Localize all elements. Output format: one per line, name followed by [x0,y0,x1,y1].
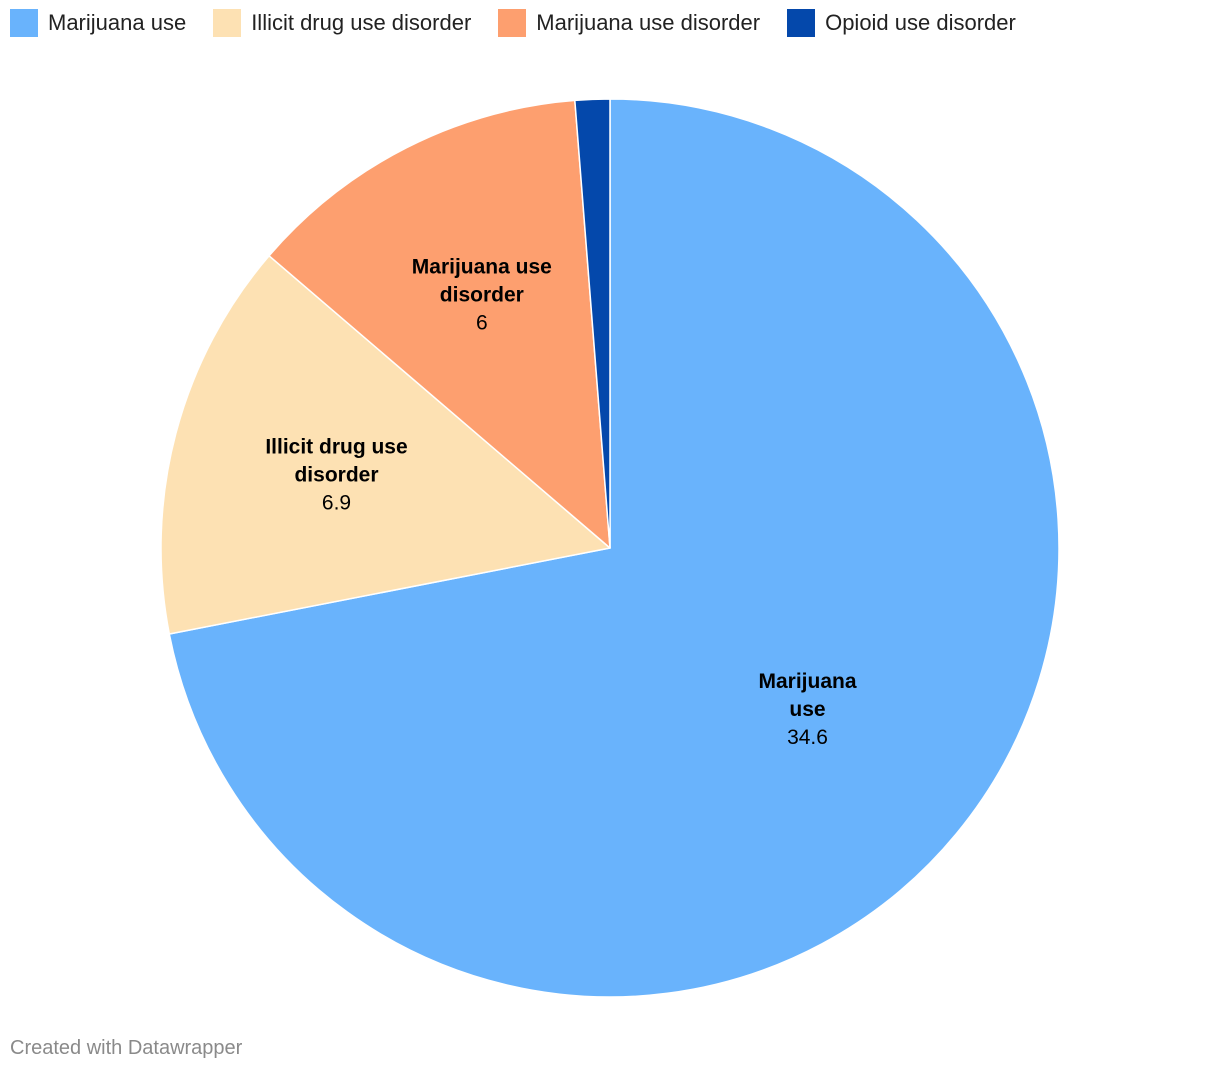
pie-slice-marijuana-use[interactable] [168,98,1060,998]
slice-label-value: 6 [476,311,488,334]
legend-swatch [787,9,816,37]
slice-label-value: 6.9 [322,491,351,514]
legend-label: Marijuana use disorder [536,10,761,35]
slice-label-name: disorder [294,463,378,486]
slice-label-marijuana-use: Marijuana use 34.6 [758,670,856,749]
pie-slice-opioid-use-disorder[interactable] [574,98,611,549]
slice-label-value: 34.6 [787,726,828,749]
legend-swatch [498,9,527,37]
slice-label-name: Marijuana [758,670,856,693]
legend-label: Marijuana use [48,10,187,35]
pie-slice-marijuana-use-disorder[interactable] [268,99,611,549]
slice-label-marijuana-use-disorder: Marijuana use disorder 6 [412,255,552,334]
datawrapper-credit[interactable]: Created with Datawrapper [10,1037,243,1059]
slice-label-name: use [789,698,825,721]
legend-swatch [213,9,242,37]
legend-item-illicit-drug-use-disorder: Illicit drug use disorder [213,8,471,38]
pie-slices [160,98,1060,998]
legend-item-marijuana-use-disorder: Marijuana use disorder [498,8,760,38]
slice-label-illicit-drug-use-disorder: Illicit drug use disorder 6.9 [265,435,407,514]
slice-labels: Marijuana use 34.6 Illicit drug use disorder… [265,255,857,749]
slice-label-name: Illicit drug use [265,435,407,458]
pie-slice-illicit-drug-use-disorder[interactable] [160,255,611,635]
legend-item-marijuana-use: Marijuana use [10,8,186,38]
legend-label: Opioid use disorder [825,10,1016,35]
legend-label: Illicit drug use disorder [251,10,472,35]
legend-swatch [10,9,38,37]
slice-label-name: disorder [440,283,524,306]
chart-legend: Marijuana use Illicit drug use disorder Ma… [10,8,1016,38]
legend-item-opioid-use-disorder: Opioid use disorder [787,8,1016,38]
slice-label-name: Marijuana use [412,255,552,278]
